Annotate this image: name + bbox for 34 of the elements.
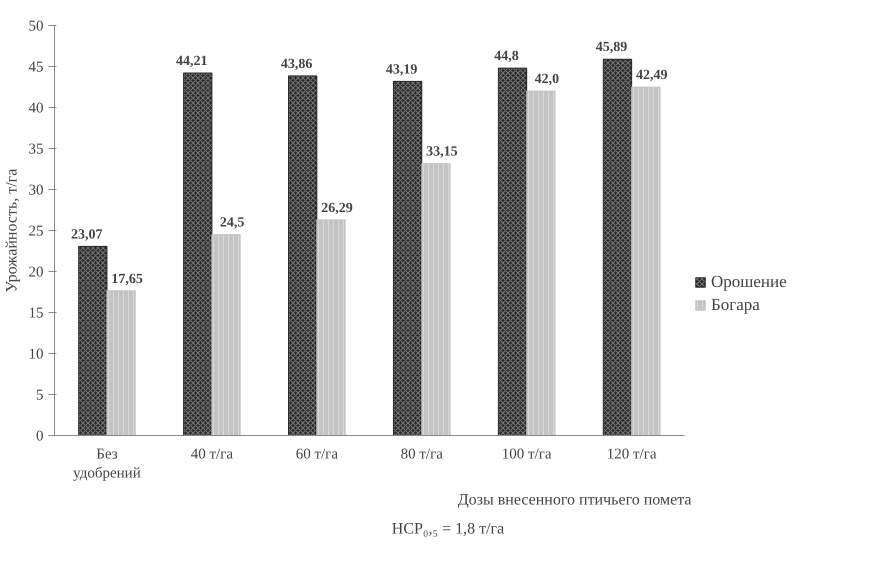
y-tick-label: 10 — [28, 346, 44, 362]
legend-label: Орошение — [711, 272, 787, 292]
y-tick-label: 35 — [28, 142, 44, 158]
x-axis-title: Дозы внесенного птичьего помета — [458, 492, 692, 508]
data-label: 44,21 — [176, 54, 208, 69]
data-label: 42,0 — [534, 72, 560, 88]
data-label: 45,89 — [596, 40, 628, 56]
x-tick-label: 40 т/га — [190, 446, 234, 462]
data-label: 17,65 — [111, 272, 143, 287]
x-tick-label: 100 т/га — [502, 446, 552, 462]
y-tick-label: 5 — [36, 388, 44, 404]
y-axis-title: Урожайность, т/га — [4, 168, 20, 292]
data-label: 33,15 — [426, 144, 458, 160]
y-tick-label: 0 — [36, 428, 44, 444]
y-tick-label: 40 — [28, 100, 44, 116]
y-tick-label: 45 — [28, 60, 44, 76]
x-tick-label: 120 т/га — [606, 446, 657, 462]
data-label: 26,29 — [321, 200, 353, 216]
y-tick-label: 20 — [28, 264, 44, 280]
x-tick-label: 80 т/га — [400, 446, 444, 462]
text: НСР₀,₅ = 1,8 т/га — [392, 520, 504, 538]
data-label: 23,07 — [71, 227, 103, 242]
y-tick-label: 25 — [28, 224, 44, 240]
data-label: 43,86 — [280, 56, 312, 72]
y-tick-label: 30 — [28, 182, 44, 198]
data-label: 43,19 — [386, 62, 418, 78]
x-tick-label: 60 т/га — [296, 446, 338, 462]
y-tick-label: 50 — [28, 18, 44, 34]
data-label: 42,49 — [636, 68, 668, 84]
y-tick-label: 15 — [28, 306, 44, 322]
data-label: 24,5 — [220, 216, 244, 231]
legend-label: Богара — [711, 295, 760, 315]
x-tick-label: Без удобрений — [73, 446, 141, 482]
data-label: 44,8 — [494, 49, 519, 64]
